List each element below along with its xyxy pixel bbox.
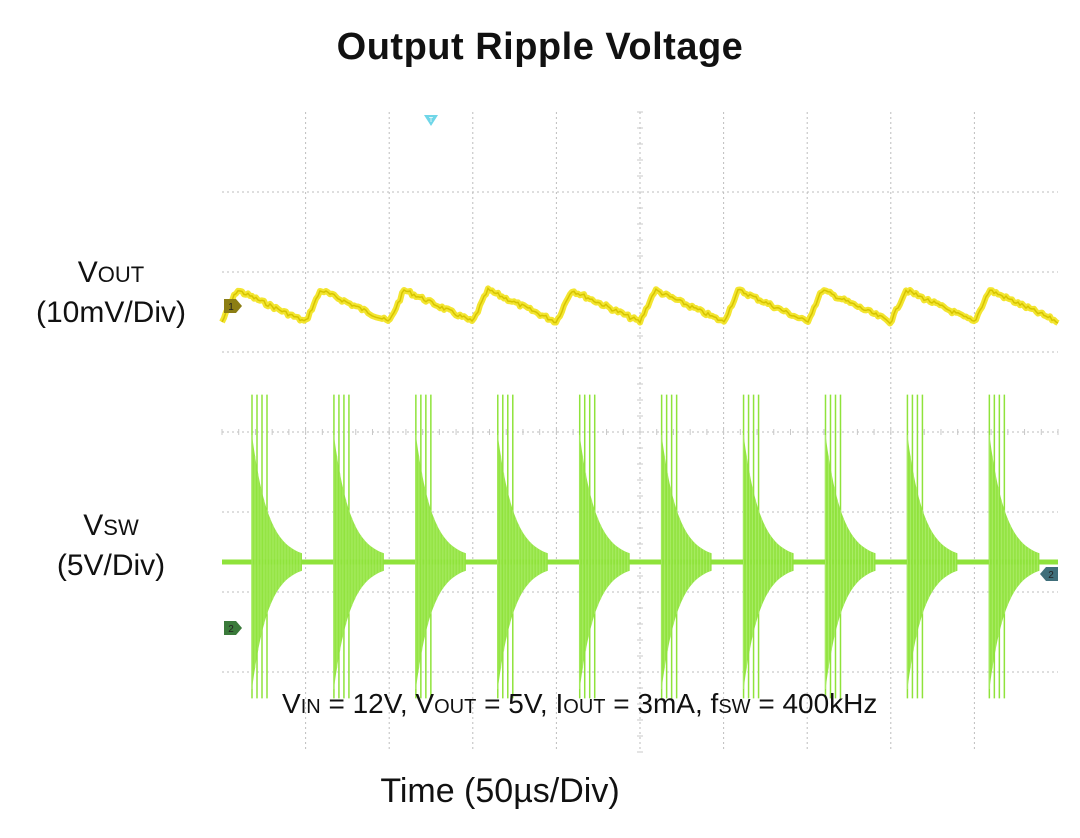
vout-label-main: V: [77, 256, 98, 289]
vsw-burst-ringing: [743, 435, 793, 689]
vsw-burst-envelope: [252, 435, 302, 689]
channel-markers: 1 2 2 T: [224, 115, 1058, 635]
ch2-ground-marker-text: 2: [228, 624, 234, 635]
vsw-burst: [824, 394, 876, 699]
vsw-burst-ringing: [333, 435, 383, 689]
trigger-marker: T: [424, 115, 438, 126]
vsw-burst-ringing: [415, 435, 465, 689]
chart-title: Output Ripple Voltage: [336, 26, 744, 68]
vsw-burst: [333, 394, 384, 699]
vsw-trace: [222, 394, 1058, 699]
vout-trace: [219, 285, 1060, 327]
scope-grid: [221, 111, 1059, 753]
vsw-burst: [988, 394, 1040, 699]
vsw-burst: [660, 394, 712, 699]
vsw-label-main: V: [83, 509, 104, 542]
vsw-label-sub: SW: [103, 515, 139, 540]
vsw-burst: [497, 394, 548, 699]
iout-value: = 3mA,: [613, 688, 703, 719]
ch2-right-marker-text: 2: [1048, 570, 1054, 581]
ch2-ground-marker-shape: [224, 621, 242, 635]
vsw-burst: [415, 394, 466, 699]
trigger-marker-shape: [424, 115, 438, 126]
vin-value: = 12V,: [328, 688, 408, 719]
vout-scale: (10mV/Div): [35, 296, 186, 329]
vsw-burst-envelope: [825, 435, 876, 689]
ch1-ground-marker-text: 1: [228, 302, 234, 313]
vsw-channel-label: VSW (5V/Div): [0, 507, 222, 585]
vsw-burst: [251, 394, 302, 699]
x-axis-label: Time (50µs/Div): [380, 772, 620, 810]
vsw-burst-ringing: [579, 435, 629, 689]
ch2-right-marker: 2: [1040, 567, 1058, 581]
ch1-ground-marker-shape: [224, 299, 242, 313]
vsw-burst: [906, 394, 958, 699]
fsw-value: = 400kHz: [758, 688, 878, 719]
vsw-burst-ringing: [661, 435, 711, 689]
vsw-burst-envelope: [415, 435, 466, 689]
cond-vout-value: = 5V,: [484, 688, 548, 719]
vout-waveform-core: [221, 286, 1059, 325]
vin-sub: IN: [300, 696, 321, 718]
ch2-ground-marker: 2: [224, 621, 242, 635]
vin-main: V: [282, 688, 301, 719]
vsw-burst-ringing: [824, 435, 874, 689]
vout-label-sub: OUT: [97, 262, 145, 287]
vout-channel-label: VOUT (10mV/Div): [0, 254, 222, 332]
ch2-right-marker-shape: [1040, 567, 1058, 581]
vsw-burst-ringing: [906, 435, 956, 689]
vsw-burst-envelope: [907, 435, 958, 689]
cond-vout-sub: OUT: [434, 696, 477, 718]
vsw-burst-envelope: [743, 435, 794, 689]
vsw-burst-envelope: [661, 435, 712, 689]
test-conditions: VIN = 12V, VOUT = 5V, IOUT = 3mA, fSW = …: [282, 688, 877, 720]
vsw-burst-ringing: [497, 435, 547, 689]
vsw-burst-envelope: [579, 435, 630, 689]
vsw-burst-envelope: [497, 435, 548, 689]
vsw-burst-ringing: [251, 435, 301, 689]
fsw-sub: SW: [718, 696, 751, 718]
iout-sub: OUT: [563, 696, 606, 718]
vsw-scale: (5V/Div): [56, 549, 166, 582]
vsw-burst-envelope: [989, 435, 1040, 689]
iout-main: I: [555, 688, 564, 719]
fsw-main: f: [710, 688, 719, 719]
vsw-burst-envelope: [333, 435, 384, 689]
vsw-burst: [742, 394, 794, 699]
vsw-burst-ringing: [988, 435, 1038, 689]
trigger-marker-text: T: [429, 117, 434, 124]
cond-vout-main: V: [415, 688, 435, 719]
ch1-ground-marker: 1: [224, 299, 242, 313]
vsw-burst: [578, 394, 630, 699]
